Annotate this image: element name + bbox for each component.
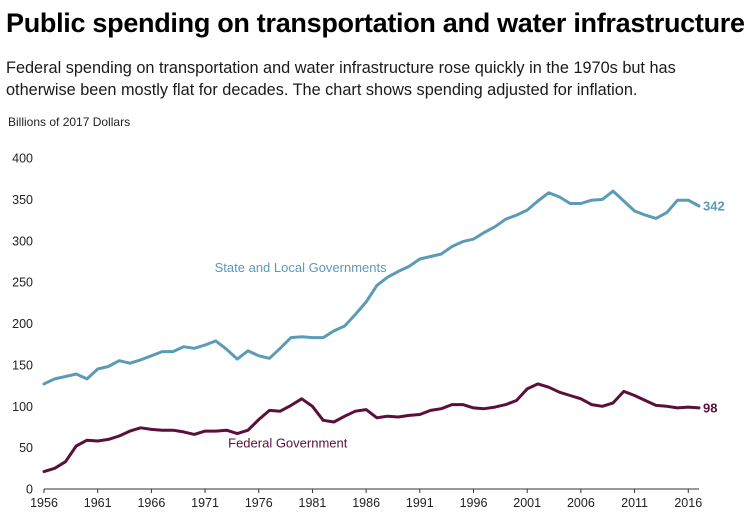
- x-tick-label: 1981: [299, 496, 327, 510]
- x-tick-label: 1971: [191, 496, 219, 510]
- series-name-label: Federal Government: [228, 436, 348, 451]
- y-tick-label: 150: [12, 358, 33, 372]
- y-tick-label: 50: [19, 441, 33, 455]
- x-tick-label: 2011: [621, 496, 648, 510]
- y-axis-unit-label: Billions of 2017 Dollars: [8, 115, 131, 129]
- y-tick-label: 100: [12, 400, 33, 414]
- y-tick-label: 350: [12, 193, 33, 207]
- series-end-value-label: 342: [703, 198, 725, 213]
- y-tick-label: 300: [12, 234, 33, 248]
- y-axis: 0 50 100 150 200 250 300 350 400: [12, 152, 33, 497]
- chart-subtitle: Federal spending on transportation and w…: [6, 59, 676, 99]
- series-line-state-local: [42, 189, 701, 386]
- x-tick-label: 1976: [245, 496, 273, 510]
- y-tick-label: 250: [12, 276, 33, 290]
- y-tick-label: 0: [26, 483, 33, 497]
- y-tick-label: 400: [12, 152, 33, 166]
- series-end-value-label: 98: [703, 400, 717, 415]
- series-name-label: State and Local Governments: [215, 260, 387, 275]
- x-tick-label: 1961: [84, 496, 112, 510]
- x-tick-label: 1991: [406, 496, 434, 510]
- x-tick-label: 2016: [674, 496, 702, 510]
- x-tick-label: 2001: [513, 496, 541, 510]
- plot-series: [42, 189, 701, 474]
- x-axis: 1956 1961 1966 1971 1976 1981 1986 1991 1996 2001…: [30, 488, 702, 510]
- chart-title: Public spending on transportation and wa…: [6, 8, 745, 38]
- x-tick-label: 1996: [460, 496, 488, 510]
- y-tick-label: 200: [12, 317, 33, 331]
- x-tick-label: 2006: [567, 496, 595, 510]
- series-labels: State and Local Governments 342 Federal Go…: [215, 198, 725, 450]
- x-tick-label: 1956: [30, 496, 58, 510]
- x-tick-label: 1966: [137, 496, 165, 510]
- x-tick-label: 1986: [352, 496, 380, 510]
- series-line-federal: [42, 382, 701, 474]
